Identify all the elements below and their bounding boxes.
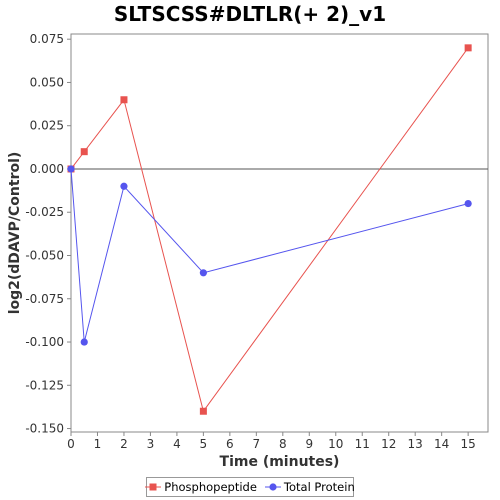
x-tick-label: 10	[328, 437, 343, 451]
total-protein-point	[120, 182, 128, 190]
x-tick-label: 5	[200, 437, 208, 451]
legend: Phosphopeptide Total Protein	[145, 477, 355, 497]
x-tick-label: 6	[226, 437, 234, 451]
x-axis-label: Time (minutes)	[220, 454, 340, 470]
y-tick-label: 0.075	[30, 32, 64, 46]
series-layer	[67, 44, 488, 415]
x-tick-label: 8	[279, 437, 287, 451]
y-tick-label: 0.050	[30, 75, 64, 89]
x-tick-label: 7	[253, 437, 261, 451]
y-tick-label: -0.025	[25, 205, 64, 219]
x-tick-label: 13	[408, 437, 423, 451]
plot-area	[70, 33, 489, 433]
legend-item-total-protein: Total Protein	[264, 480, 355, 494]
x-tick-label: 0	[67, 437, 75, 451]
x-tick-label: 12	[381, 437, 396, 451]
legend-swatch-phosphopeptide	[145, 483, 162, 491]
y-tick-label: -0.150	[25, 422, 64, 436]
phosphopeptide-point	[80, 148, 88, 156]
total-protein-point	[199, 269, 207, 277]
legend-label: Total Protein	[283, 480, 355, 494]
x-tick-label: 15	[461, 437, 476, 451]
y-axis-label: log2(dDAVP/Control)	[7, 152, 23, 315]
legend-swatch-total-protein	[264, 483, 281, 491]
x-tick-label: 3	[147, 437, 155, 451]
x-tick-label: 1	[94, 437, 102, 451]
x-axis: 0 1 2 3 4 5 6 7 8 9 10 11 12 13 14 15	[67, 432, 476, 451]
chart-title: SLTSCSS#DLTLR(+ 2)_v1	[113, 2, 387, 26]
x-tick-label: 11	[355, 437, 370, 451]
x-tick-label: 14	[434, 437, 449, 451]
legend-label: Phosphopeptide	[164, 480, 257, 494]
x-tick-label: 9	[305, 437, 313, 451]
y-axis: -0.150 -0.125 -0.100 -0.075 -0.050 -0.025 0.00…	[25, 32, 71, 436]
phosphopeptide-point	[120, 96, 128, 104]
phosphopeptide-point	[464, 44, 472, 52]
total-protein-point	[67, 165, 75, 173]
y-tick-label: -0.125	[25, 378, 64, 392]
legend-item-phosphopeptide: Phosphopeptide	[145, 480, 257, 494]
x-tick-label: 4	[173, 437, 181, 451]
y-tick-label: 0.025	[30, 119, 64, 133]
total-protein-point	[80, 338, 88, 346]
y-tick-label: -0.050	[25, 248, 64, 262]
total-protein-point	[464, 199, 472, 208]
y-tick-label: -0.100	[25, 335, 64, 349]
y-tick-label: 0.000	[30, 162, 64, 176]
phosphopeptide-point	[199, 407, 207, 415]
y-tick-label: -0.075	[25, 292, 64, 306]
x-tick-label: 2	[120, 437, 128, 451]
